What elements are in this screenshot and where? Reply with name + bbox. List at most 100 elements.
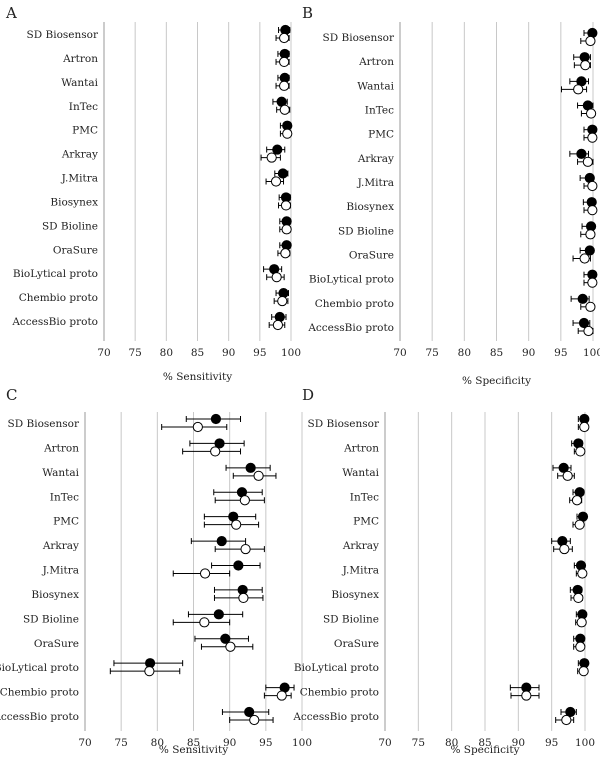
category-label: InTec: [69, 101, 98, 113]
x-tick-label: 85: [187, 737, 200, 749]
point-filled: [578, 317, 590, 329]
x-tick-label: 80: [458, 347, 471, 359]
point-open: [231, 519, 242, 530]
category-label: Chembio proto: [19, 292, 98, 304]
x-tick-label: 75: [128, 347, 141, 359]
point-open: [573, 592, 584, 604]
point-open: [585, 35, 596, 47]
point-open: [199, 568, 211, 579]
x-tick-label: 70: [393, 347, 406, 359]
category-label: Wantai: [42, 467, 79, 479]
x-tick-label: 80: [445, 737, 458, 749]
point-open: [575, 641, 586, 652]
category-label: SD Biosensor: [8, 418, 80, 430]
category-label: Arkray: [61, 149, 98, 161]
point-filled: [216, 535, 227, 547]
category-label: Artron: [43, 442, 79, 454]
point-open: [585, 229, 596, 240]
point-open: [579, 253, 590, 264]
panel-label: B: [302, 4, 313, 22]
point-open: [210, 446, 221, 457]
category-label: Arkray: [342, 540, 379, 552]
x-tick-label: 95: [253, 347, 266, 359]
category-label: Arkray: [357, 153, 394, 165]
point-open: [270, 176, 282, 187]
category-label: BioLytical proto: [13, 268, 98, 280]
point-open: [279, 56, 290, 68]
point-open: [582, 156, 593, 167]
point-open: [281, 224, 292, 235]
category-label: OraSure: [349, 250, 394, 262]
point-filled: [220, 633, 231, 644]
point-open: [199, 617, 210, 628]
panel-c: C 70 75 80 85 90 95 100 % Sensitivity SD Biosenso…: [0, 386, 312, 756]
category-label: Biosynex: [331, 589, 379, 601]
category-label: Artron: [62, 53, 98, 65]
category-label: J.Mitra: [61, 173, 98, 185]
x-tick-label: 80: [151, 737, 164, 749]
x-tick-label: 85: [490, 347, 503, 359]
x-tick-label: 100: [583, 347, 600, 359]
x-tick-label: 95: [554, 347, 567, 359]
point-open: [561, 714, 572, 726]
x-tick-label: 70: [378, 737, 391, 749]
x-tick-label: 85: [191, 347, 204, 359]
point-open: [574, 519, 585, 530]
x-tick-label: 100: [292, 737, 312, 749]
x-tick-label: 75: [412, 737, 425, 749]
x-tick-label: 90: [222, 347, 235, 359]
x-tick-label: 85: [478, 737, 491, 749]
point-filled: [565, 706, 576, 718]
point-open: [266, 152, 277, 163]
category-label: PMC: [72, 125, 98, 137]
point-open: [276, 690, 287, 701]
panel-label: D: [302, 386, 314, 404]
category-label: J.Mitra: [342, 565, 379, 577]
point-open: [253, 470, 264, 481]
panel-label: A: [5, 4, 17, 22]
point-filled: [576, 148, 587, 159]
x-tick-label: 95: [259, 737, 272, 749]
category-label: SD Biosensor: [323, 32, 395, 44]
category-label: AccessBio proto: [307, 322, 394, 334]
x-tick-label: 80: [160, 347, 173, 359]
x-axis-label: % Sensitivity: [163, 371, 232, 383]
category-label: PMC: [53, 516, 79, 528]
panel-d: D 70 75 80 85 90 95 100 % Specificity SD Biosenso…: [292, 386, 595, 756]
x-tick-label: 100: [575, 737, 595, 749]
point-filled: [577, 293, 588, 304]
point-open: [585, 108, 597, 119]
category-label: PMC: [368, 129, 394, 141]
category-label: InTec: [350, 491, 379, 503]
x-axis-label: % Specificity: [462, 375, 531, 387]
category-label: Artron: [358, 56, 394, 68]
category-label: OraSure: [334, 638, 379, 650]
point-open: [272, 319, 284, 331]
category-label: SD Bioline: [323, 613, 379, 625]
point-open: [277, 295, 288, 307]
point-filled: [277, 168, 288, 179]
point-filled: [272, 144, 283, 155]
category-label: InTec: [50, 491, 79, 503]
point-open: [573, 84, 584, 95]
point-open: [279, 32, 290, 44]
category-label: BioLytical proto: [294, 662, 379, 674]
category-label: BioLytical proto: [0, 662, 79, 674]
point-open: [279, 80, 290, 91]
x-tick-label: 90: [223, 737, 236, 749]
point-open: [575, 446, 586, 457]
point-open: [239, 495, 250, 506]
point-filled: [233, 560, 244, 571]
category-label: PMC: [353, 516, 379, 528]
point-open: [587, 277, 598, 288]
x-tick-label: 95: [545, 737, 558, 749]
point-filled: [214, 438, 225, 449]
point-open: [579, 421, 590, 433]
point-open: [559, 543, 570, 555]
point-open: [144, 666, 155, 677]
x-tick-label: 70: [97, 347, 110, 359]
x-tick-label: 70: [78, 737, 91, 749]
category-label: OraSure: [34, 638, 79, 650]
category-label: AccessBio proto: [11, 316, 98, 328]
point-filled: [244, 706, 255, 718]
